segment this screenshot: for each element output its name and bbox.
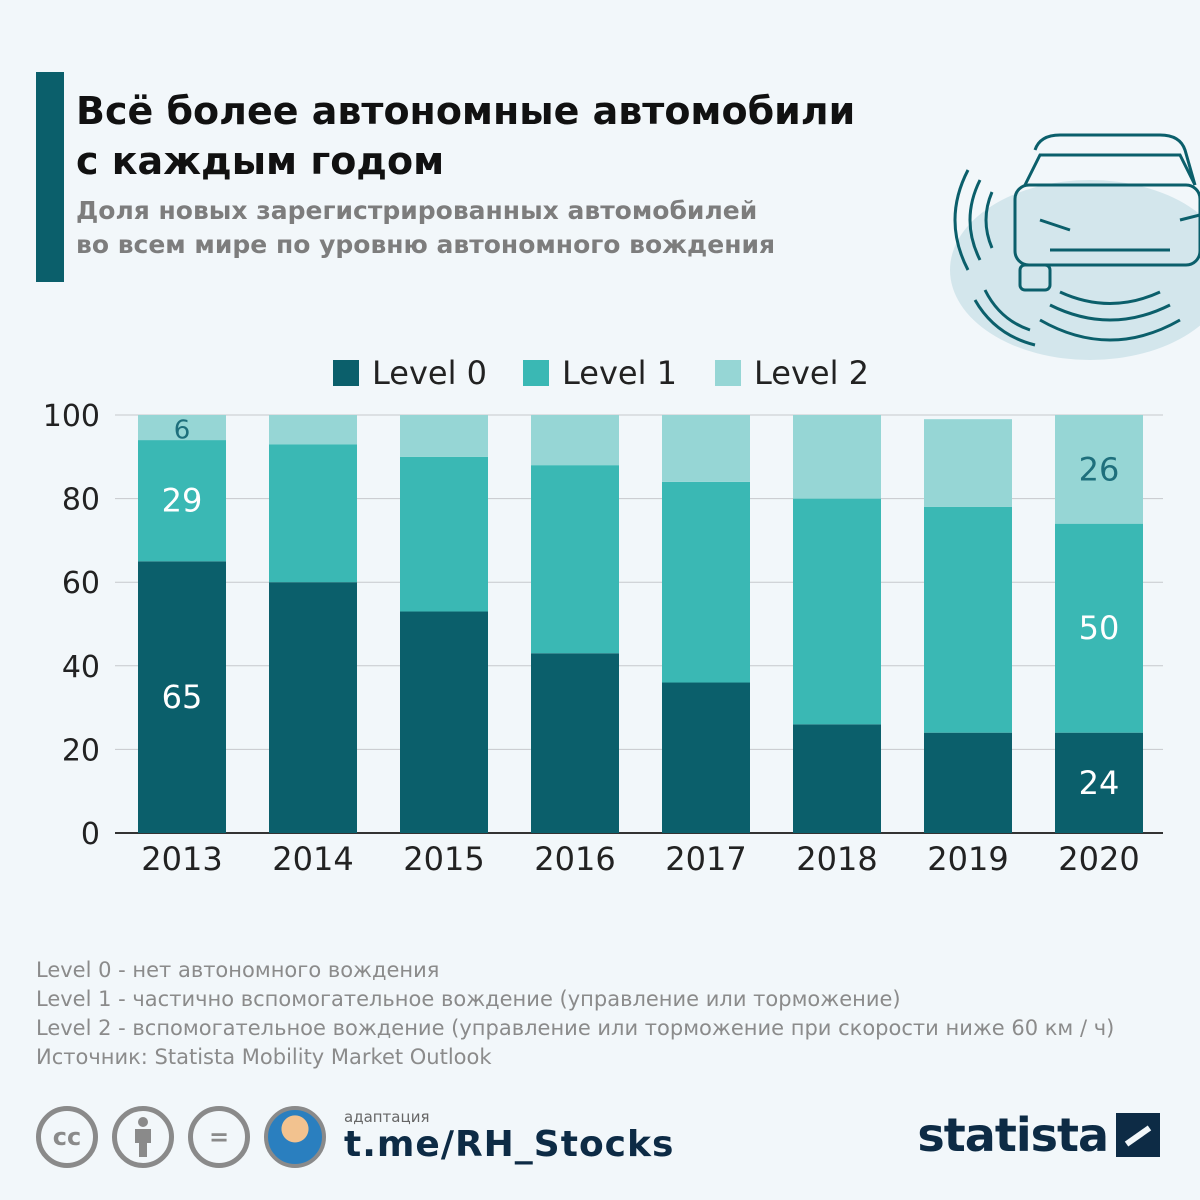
chart-subtitle: Доля новых зарегистрированных автомобиле… <box>76 194 775 262</box>
bar-segment-level-2-2014 <box>269 415 357 445</box>
bar-segment-level-1-2018 <box>793 498 881 725</box>
data-label: 6 <box>174 416 191 446</box>
legend-swatch-level-1 <box>523 360 549 386</box>
note-level-1: Level 1 - частично вспомогательное вожде… <box>36 987 901 1011</box>
x-tick-label: 2019 <box>927 840 1008 878</box>
attribution-icon[interactable] <box>112 1106 174 1168</box>
bar-segment-level-0-2020 <box>1055 732 1143 833</box>
data-label: 29 <box>162 482 203 520</box>
data-label: 65 <box>162 678 203 716</box>
bar-segment-level-2-2017 <box>662 415 750 482</box>
bar-segment-level-2-2016 <box>531 415 619 466</box>
bar-segment-level-2-2013 <box>138 415 226 441</box>
chart-title: Всё более автономные автомобили с каждым… <box>76 86 855 186</box>
subtitle-line-2: во всем мире по уровню автономного вожде… <box>76 230 776 259</box>
source-note: Источник: Statista Mobility Market Outlo… <box>36 1045 492 1069</box>
bar-segment-level-0-2017 <box>662 682 750 833</box>
data-label: 50 <box>1079 609 1120 647</box>
title-line-2: с каждым годом <box>76 139 445 183</box>
note-level-0: Level 0 - нет автономного вождения <box>36 958 440 982</box>
x-tick-label: 2016 <box>534 840 615 878</box>
y-tick-label: 80 <box>62 483 100 518</box>
bar-segment-level-1-2020 <box>1055 523 1143 733</box>
subtitle-line-1: Доля новых зарегистрированных автомобиле… <box>76 196 758 225</box>
y-tick-label: 20 <box>62 733 100 768</box>
statista-wordmark: statista <box>917 1108 1109 1162</box>
data-labels: 65 29 6 24 50 26 <box>162 416 1120 802</box>
legend-swatch-level-0 <box>333 360 359 386</box>
axes: 0 20 40 60 80 100 2013 2014 2015 2016 2017 2018 2019… <box>43 399 1140 878</box>
bars <box>138 415 1143 833</box>
data-label: 26 <box>1079 450 1120 488</box>
bar-segment-level-1-2013 <box>138 440 226 562</box>
no-derivatives-icon[interactable]: = <box>188 1106 250 1168</box>
bar-segment-level-0-2019 <box>924 732 1012 833</box>
x-tick-label: 2014 <box>272 840 353 878</box>
bar-segment-level-1-2015 <box>400 456 488 612</box>
y-tick-label: 40 <box>62 650 100 685</box>
bar-segment-level-0-2015 <box>400 611 488 833</box>
legend-label: Level 1 <box>562 354 677 392</box>
bar-segment-level-1-2019 <box>924 506 1012 733</box>
x-tick-label: 2017 <box>665 840 746 878</box>
y-tick-label: 100 <box>43 399 100 434</box>
note-level-2: Level 2 - вспомогательное вождение (упра… <box>36 1016 1115 1040</box>
statista-mark-icon <box>1116 1113 1160 1157</box>
bar-segment-level-2-2015 <box>400 415 488 457</box>
bar-segment-level-0-2016 <box>531 653 619 833</box>
bar-segment-level-2-2018 <box>793 415 881 499</box>
x-tick-label: 2015 <box>403 840 484 878</box>
x-tick-label: 2018 <box>796 840 877 878</box>
bar-segment-level-1-2014 <box>269 444 357 583</box>
x-tick-label: 2020 <box>1058 840 1139 878</box>
bar-segment-level-1-2017 <box>662 481 750 683</box>
legend-label: Level 0 <box>372 354 487 392</box>
license-footer: cc = адаптация t.me/RH_Stocks <box>36 1106 674 1168</box>
bar-segment-level-1-2016 <box>531 465 619 654</box>
statista-logo[interactable]: statista <box>917 1108 1160 1162</box>
creative-commons-icon[interactable]: cc <box>36 1106 98 1168</box>
legend: Level 0 Level 1 Level 2 <box>333 354 869 392</box>
bar-segment-level-0-2013 <box>138 561 226 833</box>
bar-segment-level-2-2020 <box>1055 415 1143 524</box>
channel-link[interactable]: t.me/RH_Stocks <box>344 1124 675 1165</box>
data-label: 24 <box>1079 764 1120 802</box>
footnotes: Level 0 - нет автономного вождения Level… <box>36 956 1114 1072</box>
bar-segment-level-0-2018 <box>793 724 881 833</box>
x-tick-label: 2013 <box>141 840 222 878</box>
legend-label: Level 2 <box>754 354 869 392</box>
title-accent-bar <box>36 72 64 282</box>
bar-segment-level-0-2014 <box>269 582 357 833</box>
channel-avatar <box>264 1106 326 1168</box>
bar-segment-level-2-2019 <box>924 419 1012 507</box>
y-tick-label: 60 <box>62 566 100 601</box>
stacked-bar-chart: Level 0 Level 1 Level 2 65 29 6 24 50 26 0 20 40 6… <box>43 354 1163 878</box>
legend-swatch-level-2 <box>715 360 741 386</box>
title-line-1: Всё более автономные автомобили <box>76 89 856 133</box>
adaptation-label: адаптация <box>344 1108 430 1126</box>
y-tick-label: 0 <box>81 817 100 852</box>
autonomous-car-icon <box>950 133 1200 360</box>
